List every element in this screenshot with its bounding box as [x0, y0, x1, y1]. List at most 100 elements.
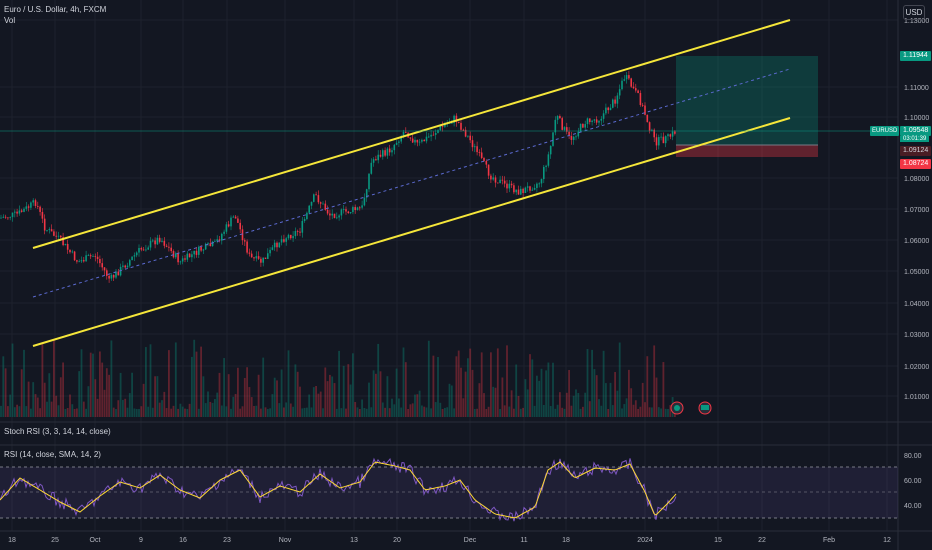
candle-body [363, 197, 366, 206]
volume-bar [138, 408, 140, 417]
candle-body [315, 194, 317, 196]
rsi-line [0, 457, 677, 522]
volume-bar [310, 407, 313, 417]
candle-body [11, 212, 14, 218]
candle-body [60, 235, 62, 238]
volume-bar [485, 408, 488, 417]
volume-bar [381, 402, 384, 417]
current-price-tag: 1.09548 [900, 126, 932, 136]
candle-body [296, 231, 299, 232]
candle-body [538, 183, 540, 185]
volume-bar [513, 408, 515, 417]
candle-body [99, 259, 101, 264]
candle-body [570, 136, 573, 140]
candle-body [25, 206, 28, 209]
candle-body [499, 179, 501, 183]
candle-body [156, 237, 159, 245]
volume-legend[interactable]: Vol [4, 16, 16, 25]
candle-body [568, 131, 570, 137]
volume-bar [154, 376, 156, 417]
candle-body [257, 256, 260, 259]
chart-grid [0, 0, 898, 531]
volume-bar [239, 408, 242, 417]
candle-body [506, 183, 508, 189]
candle-body [255, 256, 258, 259]
candle-body [372, 159, 375, 163]
volume-bar [400, 407, 403, 417]
bar-countdown: 03:01:39 [900, 136, 930, 142]
volume-bar [193, 339, 196, 417]
volume-bar [78, 371, 81, 417]
volume-bar [179, 403, 182, 417]
candle-body [602, 113, 605, 119]
volume-bar [352, 353, 354, 417]
candle-body [651, 129, 653, 131]
symbol-legend[interactable]: Euro / U.S. Dollar, 4h, FXCM [4, 5, 107, 14]
candle-body [471, 140, 474, 148]
volume-bar [186, 408, 189, 417]
volume-bar [439, 402, 442, 417]
candle-body [648, 122, 651, 131]
candle-body [462, 129, 465, 131]
candle-body [110, 275, 113, 279]
volume-bar [122, 399, 124, 417]
rsi-label[interactable]: RSI (14, close, SMA, 14, 2) [4, 450, 101, 459]
volume-bar [469, 348, 472, 417]
candle-body [253, 257, 255, 259]
volume-bar [161, 400, 163, 417]
volume-bar [595, 375, 598, 417]
volume-bar [503, 405, 506, 417]
volume-bar [524, 379, 527, 417]
volume-bar [483, 393, 485, 417]
volume-bar [508, 406, 511, 417]
candle-body [184, 258, 186, 260]
currency-button[interactable]: USD [903, 5, 925, 20]
time-tick-label: Oct [90, 537, 101, 544]
volume-bar [292, 406, 294, 417]
candle-body [221, 233, 223, 241]
volume-bar [338, 350, 340, 417]
price-tick-label: 1.10000 [904, 115, 929, 122]
long-position-tool[interactable] [676, 56, 818, 157]
volume-bar [444, 407, 446, 417]
volume-bar [582, 406, 584, 417]
candle-body [177, 253, 179, 263]
candle-body [202, 249, 205, 251]
stop-price-tag: 1.08724 [900, 159, 932, 169]
candle-body [239, 222, 241, 230]
candle-body [586, 118, 589, 125]
volume-bar [283, 407, 285, 417]
symbol-tag: EURUSD [870, 126, 900, 136]
volume-bar [315, 385, 317, 417]
candle-body [543, 166, 545, 180]
volume-bar [16, 404, 18, 417]
stoch-rsi-label[interactable]: Stoch RSI (3, 3, 14, 14, close) [4, 427, 111, 436]
candle-body [667, 134, 669, 137]
candle-body [441, 126, 444, 127]
candle-body [175, 253, 177, 258]
volume-bar [326, 381, 329, 417]
volume-bar [536, 375, 538, 417]
candle-body [480, 152, 483, 158]
volume-bar [533, 405, 536, 417]
volume-bar [416, 394, 419, 417]
rsi-ma-line [0, 461, 677, 519]
volume-bar [342, 365, 345, 417]
time-tick-label: 11 [520, 537, 527, 544]
candle-body [57, 235, 60, 237]
volume-bar [301, 408, 304, 417]
volume-bar [188, 403, 191, 417]
volume-bar [434, 402, 437, 417]
candle-body [432, 134, 435, 136]
candle-body [492, 177, 494, 180]
volume-bar [248, 387, 251, 417]
volume-bar [112, 407, 115, 417]
candle-body [269, 249, 271, 254]
candle-body [129, 260, 131, 266]
candle-body [411, 138, 414, 143]
candle-body [621, 80, 623, 90]
candle-body [89, 255, 92, 257]
parallel-channel[interactable] [32, 19, 791, 347]
volume-bar [423, 406, 426, 417]
